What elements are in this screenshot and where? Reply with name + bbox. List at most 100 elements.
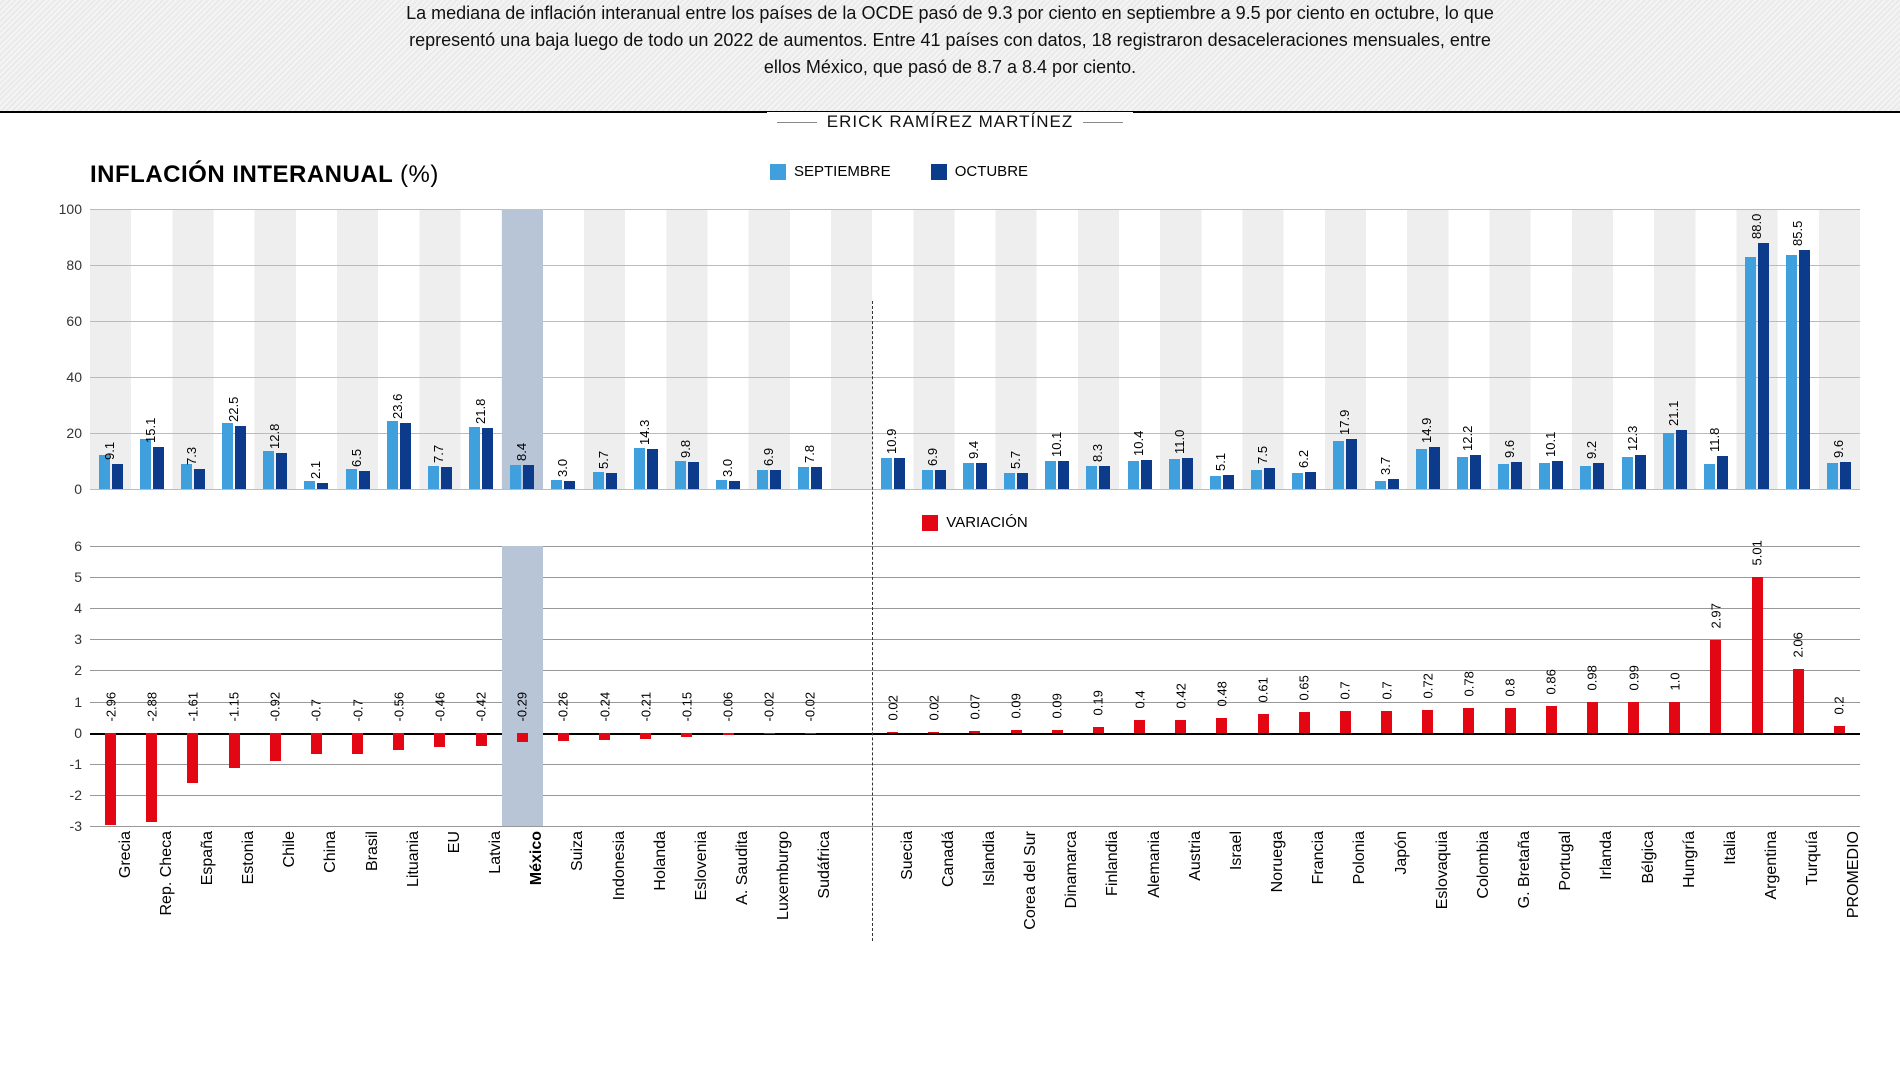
variation-bar [1669, 702, 1680, 733]
variation-value-label: 0.98 [1585, 665, 1600, 690]
x-axis-label: EU [446, 831, 464, 853]
variation-bar [517, 733, 528, 742]
variation-bar [1258, 714, 1269, 733]
x-axis-label: Finlandia [1104, 831, 1122, 896]
x-axis-label: Holanda [652, 831, 670, 891]
bar-value-label: 5.1 [1213, 453, 1228, 471]
y-tick-label: 1 [74, 694, 90, 710]
variation-value-label: 0.4 [1132, 691, 1147, 709]
variation-value-label: -0.7 [350, 699, 365, 721]
bar-pair: 9.6 [1819, 209, 1860, 489]
variation-bar [599, 733, 610, 740]
bar-value-label: 14.3 [637, 420, 652, 445]
y-tick-label: 40 [66, 369, 90, 385]
variation-value-label: 0.8 [1503, 678, 1518, 696]
bar-pair: 9.6 [1490, 209, 1531, 489]
bar-value-label: 17.9 [1337, 410, 1352, 435]
y-tick-label: 4 [74, 600, 90, 616]
variation-value-label: 0.07 [967, 694, 982, 719]
variation-bar [1834, 726, 1845, 732]
header-band: La mediana de inflación interanual entre… [0, 0, 1900, 113]
bar-pair: 21.1 [1654, 209, 1695, 489]
x-axis-label: G. Bretaña [1516, 831, 1534, 908]
variation-value-label: 0.2 [1832, 697, 1847, 715]
x-axis-label: Latvia [487, 831, 505, 874]
variation-value-label: -0.7 [309, 699, 324, 721]
variation-bar [270, 733, 281, 762]
variation-value-label: -0.46 [432, 692, 447, 722]
swatch-sep-icon [770, 164, 786, 180]
y-tick-label: 3 [74, 631, 90, 647]
bar-pair: 11.8 [1695, 209, 1736, 489]
x-axis-label: Italia [1722, 831, 1740, 865]
author-wrap: ERICK RAMÍREZ MARTÍNEZ [0, 101, 1900, 121]
variation-bar [311, 733, 322, 755]
x-axis-label: Argentina [1763, 831, 1781, 900]
header-subtitle: La mediana de inflación interanual entre… [400, 0, 1500, 81]
x-axis-label: Francia [1310, 831, 1328, 884]
bar-value-label: 10.9 [884, 429, 899, 454]
variation-bar [476, 733, 487, 746]
x-axis-labels: GreciaRep. ChecaEspañaEstoniaChileChinaB… [90, 831, 1860, 951]
variation-bar [1011, 730, 1022, 733]
bar-value-label: 6.2 [1296, 450, 1311, 468]
x-axis-label: Austria [1187, 831, 1205, 881]
variation-value-label: -0.56 [391, 692, 406, 722]
variation-bar [723, 733, 734, 735]
y-tick-label: 6 [74, 538, 90, 554]
x-axis-label: Brasil [364, 831, 382, 871]
x-axis-label: Sudáfrica [816, 831, 834, 899]
variation-bar [1752, 577, 1763, 733]
x-axis-label: Islandia [981, 831, 999, 886]
variation-value-label: 0.7 [1379, 681, 1394, 699]
swatch-oct-icon [931, 164, 947, 180]
chart1-plot: 0204060801009.115.17.322.512.82.16.523.6… [90, 209, 1860, 489]
bar-value-label: 6.5 [349, 449, 364, 467]
y-tick-label: 2 [74, 662, 90, 678]
variation-bar [1340, 711, 1351, 733]
variation-bar [1710, 640, 1721, 732]
bar-value-label: 7.5 [1255, 446, 1270, 464]
bar-pair: 7.5 [1243, 209, 1284, 489]
bar-pair: 9.2 [1572, 209, 1613, 489]
variation-bar [1422, 710, 1433, 732]
x-axis-label: PROMEDIO [1845, 831, 1863, 918]
chart2-plot: -3-2-10123456-2.96-2.88-1.61-1.15-0.92-0… [90, 546, 1860, 826]
bar-pair: 12.3 [1613, 209, 1654, 489]
legend-oct: OCTUBRE [931, 163, 1028, 180]
y-tick-label: 80 [66, 257, 90, 273]
bar-value-label: 8.4 [514, 443, 529, 461]
variation-value-label: 0.02 [926, 695, 941, 720]
bar-pair: 14.9 [1407, 209, 1448, 489]
x-axis-label: Noruega [1269, 831, 1287, 892]
bar-value-label: 23.6 [390, 394, 405, 419]
variation-value-label: 0.48 [1214, 681, 1229, 706]
variation-bar [1175, 720, 1186, 733]
x-axis-label: Rep. Checa [158, 831, 176, 916]
bar-value-label: 5.7 [596, 451, 611, 469]
x-axis-label: España [199, 831, 217, 885]
bar-pair: 6.9 [749, 209, 790, 489]
x-axis-label: Eslovaquia [1434, 831, 1452, 909]
bar-value-label: 9.6 [1831, 440, 1846, 458]
y-tick-label: 5 [74, 569, 90, 585]
variation-bar [1093, 727, 1104, 733]
bar-value-label: 7.8 [802, 445, 817, 463]
chart1-title-text: INFLACIÓN INTERANUAL [90, 161, 393, 188]
variation-value-label: 0.02 [885, 695, 900, 720]
variation-value-label: -0.24 [597, 692, 612, 722]
variation-bar [352, 733, 363, 755]
bar-value-label: 21.8 [473, 399, 488, 424]
x-axis-label: A. Saudita [734, 831, 752, 905]
bar-value-label: 6.9 [761, 448, 776, 466]
variation-value-label: -0.06 [721, 692, 736, 722]
bar-pair: 14.3 [625, 209, 666, 489]
bar-pair: 10.9 [872, 209, 913, 489]
y-tick-label: 60 [66, 313, 90, 329]
variation-bar [146, 733, 157, 823]
bar-value-label: 9.8 [678, 439, 693, 457]
y-tick-label: 20 [66, 425, 90, 441]
variation-value-label: 5.01 [1750, 540, 1765, 565]
variation-value-label: -0.02 [762, 692, 777, 722]
bar-value-label: 22.5 [226, 397, 241, 422]
